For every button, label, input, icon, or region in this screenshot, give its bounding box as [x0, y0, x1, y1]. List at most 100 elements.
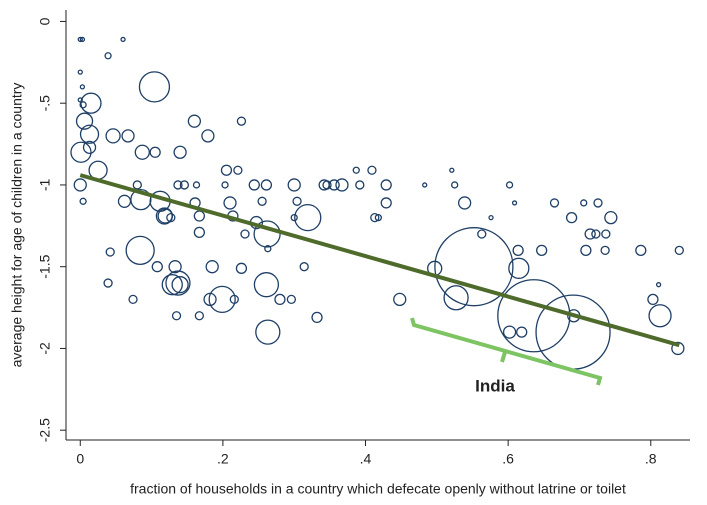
bubble: [193, 226, 206, 239]
bubble: [352, 166, 360, 174]
bubble: [580, 244, 592, 256]
bubble: [79, 36, 86, 43]
x-tick-label: .4: [360, 451, 372, 467]
y-tick-label: 0: [37, 17, 53, 25]
bubble: [192, 181, 201, 189]
bubble: [335, 178, 349, 192]
bubble: [138, 71, 171, 103]
bubble: [260, 179, 273, 191]
bubble: [434, 227, 514, 307]
bubble: [422, 182, 428, 188]
bubble: [286, 294, 297, 305]
x-tick-label: 0: [76, 451, 84, 467]
bubble: [229, 294, 239, 305]
bubble: [292, 196, 302, 206]
bubble: [604, 210, 618, 225]
bubble: [457, 196, 472, 210]
y-axis-label: average height for age of children in a …: [9, 83, 25, 368]
bubble: [287, 178, 301, 192]
bubble: [253, 220, 281, 248]
bubble: [121, 129, 135, 143]
bubble: [104, 52, 112, 60]
bubble: [264, 245, 272, 253]
bubble: [380, 197, 392, 209]
bubble: [165, 270, 191, 296]
y-tick-label: -2: [37, 342, 53, 355]
y-tick-label: -1.5: [37, 254, 53, 278]
bubble: [255, 319, 281, 345]
bubble: [193, 210, 206, 222]
bubble: [591, 229, 601, 239]
bubble: [128, 294, 138, 305]
y-tick-label: -.5: [37, 95, 53, 112]
bubble: [203, 292, 217, 307]
bubble: [70, 141, 92, 163]
bubble: [171, 276, 189, 294]
bubble: [125, 235, 155, 265]
bubble: [223, 196, 237, 210]
bubble: [648, 304, 672, 328]
bubble: [443, 285, 469, 311]
bubble: [173, 145, 187, 159]
bubble: [79, 124, 100, 144]
bubble: [477, 229, 487, 239]
bubble: [205, 260, 219, 274]
bubble: [151, 261, 163, 273]
bubble: [77, 69, 83, 75]
bubble: [512, 244, 524, 256]
bubble: [187, 114, 202, 128]
bubble: [508, 257, 530, 279]
bubble: [82, 140, 97, 154]
bubble: [208, 285, 236, 314]
india-label: India: [475, 376, 515, 395]
bubble: [502, 325, 517, 339]
bubble: [80, 92, 102, 114]
y-tick-label: -2.5: [37, 418, 53, 442]
x-tick-label: .2: [217, 451, 229, 467]
bubble: [299, 262, 309, 272]
bubble: [565, 211, 578, 224]
india-bracket: [410, 317, 603, 386]
bubble: [655, 282, 662, 288]
bubble: [580, 199, 588, 207]
bubble: [647, 293, 659, 306]
bubble: [600, 245, 610, 255]
bubble: [536, 244, 548, 256]
bubble: [584, 228, 596, 240]
bubble: [674, 245, 684, 255]
bubble: [79, 101, 87, 109]
bubble: [103, 278, 113, 288]
bubble: [516, 326, 528, 338]
bubble: [132, 180, 142, 190]
bubble: [370, 212, 380, 223]
bubble: [157, 208, 173, 224]
bubble: [240, 229, 250, 239]
bubble: [149, 146, 161, 158]
bubble: [168, 260, 182, 274]
bubble: [201, 129, 215, 143]
bubble: [171, 311, 182, 321]
bubble: [549, 198, 560, 208]
x-tick-label: .8: [645, 451, 657, 467]
bubble: [166, 212, 176, 223]
bubble: [328, 179, 340, 191]
bubble: [77, 36, 83, 43]
bubble: [497, 279, 571, 353]
bubble: [367, 165, 377, 175]
trend-line: [79, 173, 680, 348]
bubble: [233, 165, 243, 175]
bubble: [601, 229, 611, 239]
bubble: [236, 116, 247, 126]
bubble: [173, 180, 183, 190]
bubble: [374, 213, 383, 222]
bubble: [311, 311, 323, 324]
bubble: [671, 341, 685, 356]
bubble: [248, 179, 260, 191]
bubble: [235, 262, 248, 274]
bubble: [488, 214, 494, 221]
bubble: [593, 198, 603, 208]
x-tick-label: .6: [502, 451, 514, 467]
bubble: [322, 180, 332, 190]
bubble: [179, 180, 190, 190]
